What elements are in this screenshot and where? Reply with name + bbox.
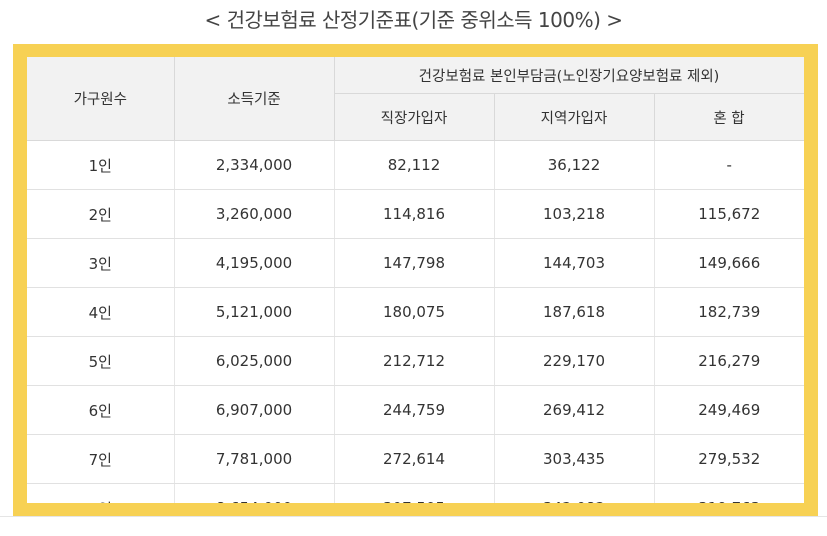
cell-regional: 342,082: [493, 483, 654, 503]
cell-regional: 229,170: [493, 336, 654, 386]
cell-mixed: 319,763: [653, 483, 804, 503]
cell-employee: 180,075: [333, 287, 494, 337]
table-row: 8인8,654,000307,505342,082319,763: [27, 483, 804, 504]
cell-household: 4인: [27, 287, 174, 337]
cell-mixed: 216,279: [653, 336, 804, 386]
divider: [0, 516, 827, 517]
cell-mixed: 182,739: [653, 287, 804, 337]
cell-employee: 272,614: [333, 434, 494, 484]
table-row: 3인 4,195,000 147,798 144,703 149,666: [27, 238, 804, 288]
cell-household: 5인: [27, 336, 174, 386]
cell-mixed: -: [653, 140, 804, 190]
table-row: 1인 2,334,000 82,112 36,122-: [27, 140, 804, 190]
table-row: 4인 5,121,000 180,075 187,618 182,739: [27, 287, 804, 337]
table-body: 1인 2,334,000 82,112 36,122-2인 3,260,000 114,8…: [27, 140, 804, 504]
table-row: 5인 6,025,000 212,712 229,170 216,279: [27, 336, 804, 386]
header-household: 가구원수: [27, 57, 175, 141]
cell-household: 1인: [27, 140, 174, 190]
cell-regional: 303,435: [493, 434, 654, 484]
table-frame: 가구원수 소득기준 건강보험료 본인부담금(노인장기요양보험료 제외) 직장가입…: [13, 44, 818, 516]
cell-regional: 36,122: [493, 140, 654, 190]
cell-income: 7,781,000: [173, 434, 334, 484]
table-container: 가구원수 소득기준 건강보험료 본인부담금(노인장기요양보험료 제외) 직장가입…: [27, 57, 804, 503]
cell-employee: 82,112: [333, 140, 494, 190]
cell-employee: 147,798: [333, 238, 494, 288]
cell-regional: 269,412: [493, 385, 654, 435]
cell-mixed: 149,666: [653, 238, 804, 288]
cell-mixed: 249,469: [653, 385, 804, 435]
table-row: 7인 7,781,000 272,614 303,435 279,532: [27, 434, 804, 484]
table-row: 6인 6,907,000 244,759 269,412 249,469: [27, 385, 804, 435]
header-income: 소득기준: [173, 57, 335, 141]
cell-household: 8인: [27, 484, 174, 504]
cell-employee: 244,759: [333, 385, 494, 435]
header-regional: 지역가입자: [493, 93, 655, 141]
page-title: < 건강보험료 산정기준표(기준 중위소득 100%) >: [204, 8, 624, 32]
cell-income: 6,907,000: [173, 385, 334, 435]
cell-mixed: 279,532: [653, 434, 804, 484]
header-group: 건강보험료 본인부담금(노인장기요양보험료 제외): [333, 57, 804, 94]
cell-household: 7인: [27, 434, 174, 484]
cell-income: 4,195,000: [173, 238, 334, 288]
cell-income: 6,025,000: [173, 336, 334, 386]
cell-regional: 103,218: [493, 189, 654, 239]
cell-employee: 307,505: [333, 483, 494, 503]
table-row: 2인 3,260,000 114,816 103,218 115,672: [27, 189, 804, 239]
cell-income: 2,334,000: [173, 140, 334, 190]
cell-regional: 187,618: [493, 287, 654, 337]
cell-employee: 212,712: [333, 336, 494, 386]
cell-mixed: 115,672: [653, 189, 804, 239]
cell-employee: 114,816: [333, 189, 494, 239]
header-mixed: 혼 합: [653, 93, 804, 141]
cell-regional: 144,703: [493, 238, 654, 288]
header-employee: 직장가입자: [334, 93, 495, 141]
premium-table: 가구원수 소득기준 건강보험료 본인부담금(노인장기요양보험료 제외) 직장가입…: [27, 57, 804, 503]
cell-income: 3,260,000: [173, 189, 334, 239]
cell-household: 2인: [27, 189, 174, 239]
cell-household: 3인: [27, 238, 174, 288]
cell-income: 8,654,000: [173, 483, 334, 503]
cell-income: 5,121,000: [173, 287, 334, 337]
cell-household: 6인: [27, 385, 174, 435]
